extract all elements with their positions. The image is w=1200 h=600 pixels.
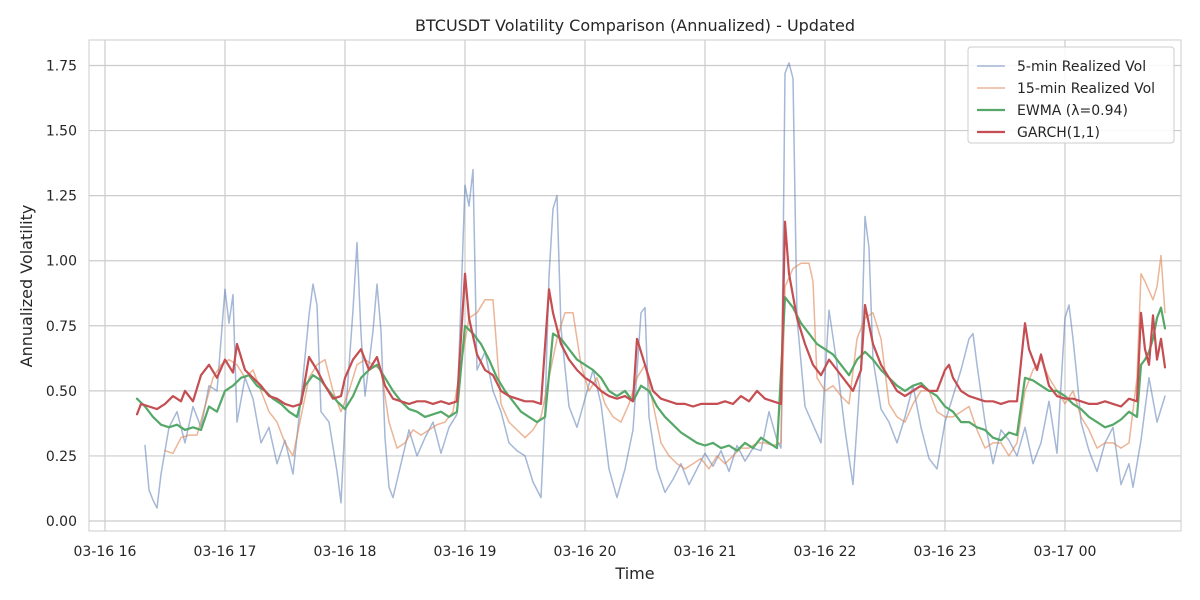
legend-box	[967, 46, 1175, 144]
x-axis-label: Time	[614, 564, 654, 583]
x-tick-label: 03-17 00	[1034, 544, 1097, 560]
x-tick-label: 03-16 19	[434, 544, 497, 560]
y-tick-label: 1.50	[46, 124, 77, 140]
x-tick-label: 03-16 17	[194, 544, 257, 560]
y-tick-label: 1.25	[46, 189, 77, 205]
y-tick-label: 0.50	[46, 384, 77, 400]
series-layer	[135, 62, 1167, 509]
y-tick-label: 1.75	[46, 59, 77, 75]
x-tick-label: 03-16 22	[794, 544, 857, 560]
y-tick-label: 0.75	[46, 319, 77, 335]
y-axis-label: Annualized Volatility	[17, 205, 36, 368]
legend-label-2: 15-min Realized Vol	[1017, 81, 1155, 97]
series-line-4	[135, 220, 1167, 416]
y-tick-label: 0.25	[46, 449, 77, 465]
x-tick-label: 03-16 21	[674, 544, 737, 560]
legend-label-3: EWMA (λ=0.94)	[1017, 103, 1128, 119]
x-tick-label: 03-16 23	[914, 544, 977, 560]
y-tick-label: 1.00	[46, 254, 77, 270]
legend-label-1: 5-min Realized Vol	[1017, 59, 1146, 75]
y-tick-label: 0.00	[46, 514, 77, 530]
x-tick-labels: 03-16 16 03-16 17 03-16 18 03-16 19 03-16 20…	[74, 544, 1097, 560]
series-line-1	[144, 62, 1166, 509]
x-tick-label: 03-16 20	[554, 544, 617, 560]
chart-title: BTCUSDT Volatility Comparison (Annualize…	[415, 16, 855, 35]
legend-label-4: GARCH(1,1)	[1017, 125, 1100, 141]
y-tick-labels: 0.00 0.25 0.50 0.75 1.00 1.25 1.50 1.75	[46, 59, 77, 531]
x-gridlines	[104, 40, 1066, 531]
x-tick-label: 03-16 18	[314, 544, 377, 560]
series-line-3	[135, 296, 1167, 452]
x-tick-label: 03-16 16	[74, 544, 137, 560]
legend: 5-min Realized Vol 15-min Realized Vol EWM…	[967, 46, 1175, 144]
